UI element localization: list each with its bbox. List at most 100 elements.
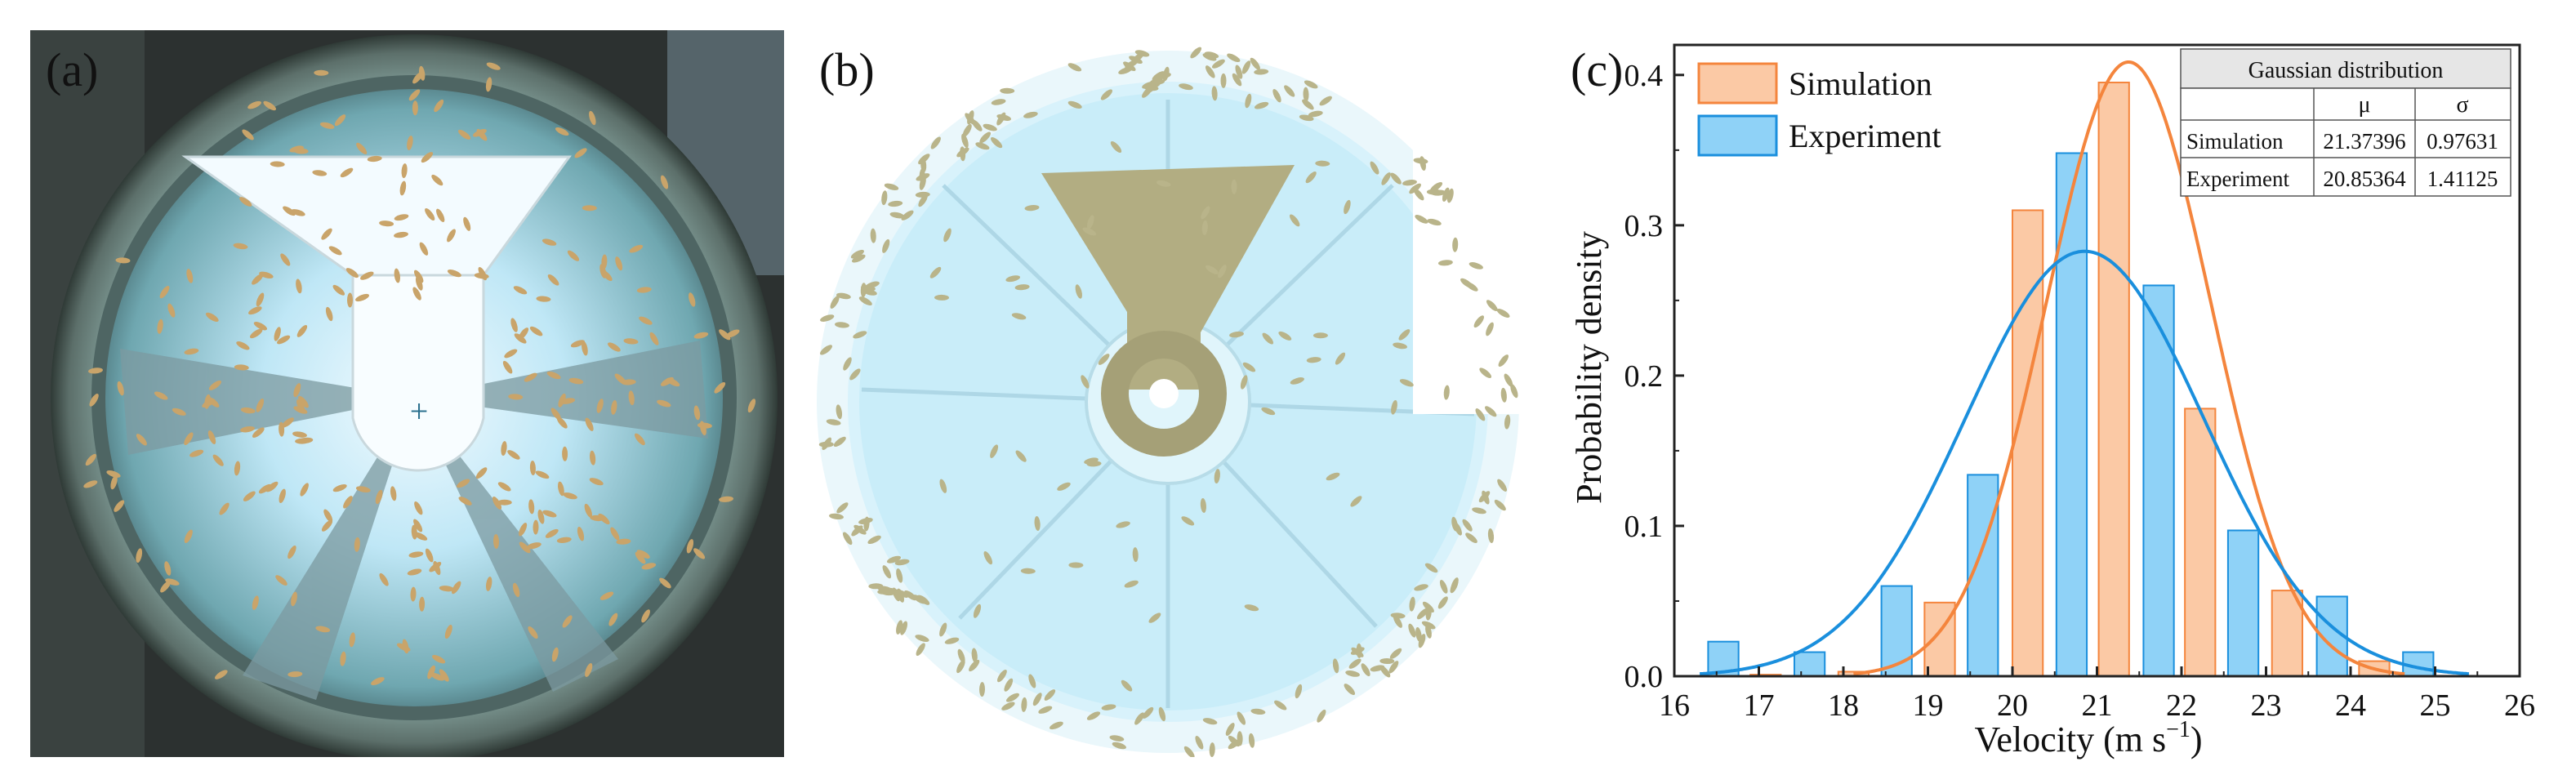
rice-grain xyxy=(485,577,492,591)
rice-grain xyxy=(293,383,301,398)
rice-grain xyxy=(431,654,446,664)
rice-grain xyxy=(434,99,444,113)
rice-grain xyxy=(1332,658,1339,674)
rice-grain xyxy=(1431,189,1446,196)
rice-grain xyxy=(1348,658,1362,669)
rice-grain xyxy=(347,292,353,308)
rice-grain xyxy=(1487,528,1495,543)
rice-grain xyxy=(208,380,221,390)
rice-grain xyxy=(934,294,949,301)
rice-grain xyxy=(117,381,124,396)
rice-grain xyxy=(328,246,342,256)
rice-grain xyxy=(427,665,435,679)
rice-grain xyxy=(867,535,881,545)
rice-grain xyxy=(641,563,657,570)
rice-grain xyxy=(884,183,899,190)
rice-grain xyxy=(184,529,193,544)
y-axis-label: Probability density xyxy=(1569,231,1609,504)
rice-grain xyxy=(451,581,461,595)
rice-grain xyxy=(1250,57,1260,70)
rice-grain xyxy=(546,371,561,380)
rice-grain xyxy=(510,318,518,332)
rice-grain xyxy=(585,417,594,431)
rice-grain xyxy=(1244,604,1259,612)
histogram-bar-simulation xyxy=(2012,209,2044,677)
rice-grain xyxy=(1451,516,1458,532)
rice-grain xyxy=(916,643,925,657)
rice-grain xyxy=(1067,63,1082,72)
rice-grain xyxy=(636,550,650,559)
rice-grain xyxy=(207,430,216,444)
rice-grain xyxy=(239,197,252,207)
rice-grain xyxy=(1201,220,1208,235)
histogram-bar-simulation xyxy=(2097,82,2130,677)
rice-grain xyxy=(1413,188,1424,201)
gaussian-fit-experiment xyxy=(1700,249,2469,676)
rice-grain xyxy=(1299,114,1314,122)
x-tick-label: 18 xyxy=(1828,688,1859,723)
rice-grain xyxy=(234,364,249,371)
rice-grain xyxy=(1075,284,1082,299)
rice-grain xyxy=(623,338,639,345)
rice-grain xyxy=(1344,684,1356,696)
rice-grain xyxy=(537,509,545,524)
rice-grain xyxy=(1429,181,1443,193)
rice-grain xyxy=(1142,706,1154,719)
rice-grain xyxy=(283,206,296,216)
x-tick-label: 25 xyxy=(2420,688,2451,723)
rice-grain xyxy=(611,399,617,415)
rice-grain xyxy=(1451,577,1459,592)
rice-grain xyxy=(1241,60,1251,74)
rice-grain xyxy=(849,368,861,381)
legend-label-simulation: Simulation xyxy=(1789,65,1932,102)
rice-grain xyxy=(1485,406,1497,417)
rice-grain xyxy=(996,669,1007,683)
rice-grain xyxy=(354,537,360,552)
rice-grain xyxy=(916,173,930,181)
rice-grain xyxy=(502,360,513,374)
rice-grain xyxy=(551,647,559,662)
rice-grain xyxy=(1442,187,1450,202)
rice-grain xyxy=(529,326,543,336)
rice-grain xyxy=(394,268,400,283)
rice-grain xyxy=(159,285,170,299)
panel-b-simulation xyxy=(817,30,1531,757)
rice-grain xyxy=(263,100,276,111)
rice-grain xyxy=(1204,51,1219,59)
rice-grain xyxy=(660,175,669,189)
rice-grain xyxy=(547,274,559,286)
rice-grain xyxy=(165,578,180,586)
rice-grain xyxy=(340,167,354,178)
rice-grain xyxy=(590,514,605,522)
rice-grain xyxy=(1351,647,1364,657)
rice-grain xyxy=(408,551,424,558)
rice-grain xyxy=(473,129,487,137)
rice-grain xyxy=(1004,678,1014,692)
rice-grain xyxy=(314,69,329,76)
rice-grain xyxy=(1179,83,1193,91)
rice-grain xyxy=(1437,596,1448,609)
rice-grain xyxy=(555,127,569,136)
table-row-simulation-name: Simulation xyxy=(2186,129,2284,154)
rice-grain xyxy=(293,406,308,414)
rice-grain xyxy=(1497,479,1508,492)
table-title: Gaussian distribution xyxy=(2248,58,2444,83)
rice-grain xyxy=(323,509,333,523)
rice-grain xyxy=(608,342,621,352)
rice-grain xyxy=(413,270,424,283)
rice-grain xyxy=(1248,733,1255,748)
rice-grain xyxy=(1082,227,1097,236)
gaussian-fit-simulation xyxy=(1853,60,2405,676)
rice-grain xyxy=(349,632,355,648)
rice-grain xyxy=(287,671,303,678)
table-header-mu: μ xyxy=(2358,92,2370,118)
rice-grain xyxy=(1361,663,1370,677)
rice-grain xyxy=(560,398,576,404)
rice-grain xyxy=(1086,215,1094,229)
rice-grain xyxy=(319,122,335,129)
rice-grain xyxy=(1156,180,1171,187)
x-tick-label: 22 xyxy=(2166,688,2197,723)
rice-grain xyxy=(279,421,285,437)
rice-grain xyxy=(167,303,176,318)
rice-grain xyxy=(826,419,841,425)
